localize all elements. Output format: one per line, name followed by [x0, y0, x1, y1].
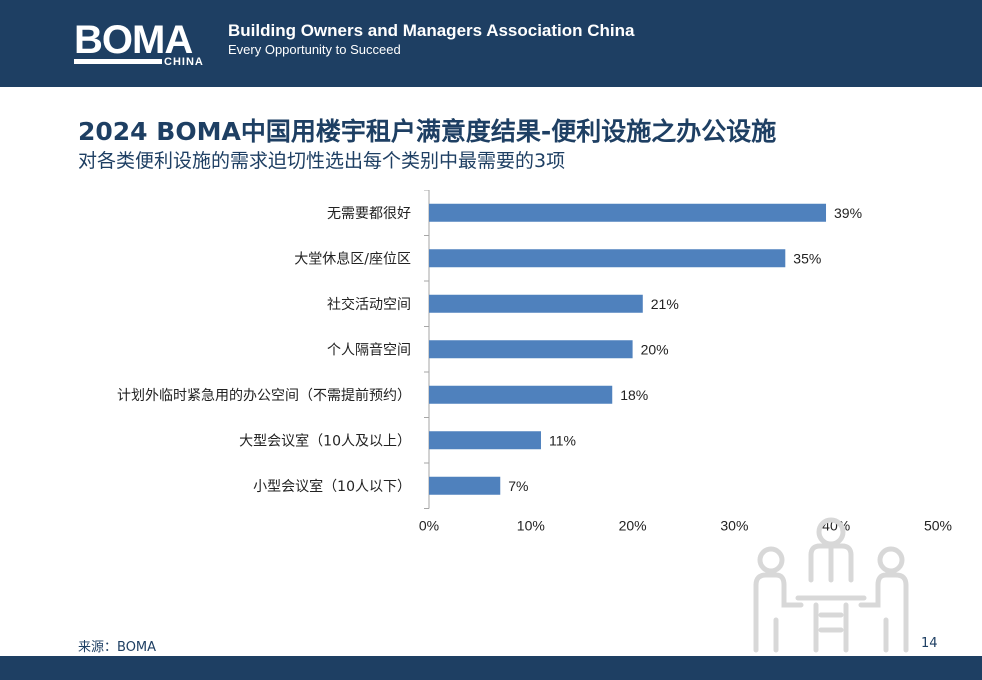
bar — [429, 340, 633, 359]
organization-slogan: Every Opportunity to Succeed — [228, 42, 401, 57]
data-label: 20% — [641, 341, 669, 357]
organization-name: Building Owners and Managers Association… — [228, 21, 635, 40]
data-label: 11% — [549, 432, 576, 448]
category-label: 无需要都很好 — [327, 206, 411, 222]
data-label: 35% — [793, 250, 821, 266]
category-label: 小型会议室（10人以下） — [253, 478, 411, 495]
source-note: 来源：BOMA — [78, 640, 157, 655]
logo-underline — [74, 59, 162, 64]
bar — [429, 385, 613, 404]
category-label: 计划外临时紧急用的办公空间（不需提前预约） — [117, 387, 411, 404]
logo-wordmark: BOMA — [74, 18, 193, 62]
slide-subtitle: 对各类便利设施的需求迫切性选出每个类别中最需要的3项 — [78, 150, 566, 172]
boma-logo: BOMA CHINA — [74, 18, 214, 72]
category-label: 大型会议室（10人及以上） — [239, 432, 411, 449]
data-label: 18% — [620, 387, 648, 403]
bar-chart: 无需要都很好 39% 大堂休息区/座位区 35% 社交活动空间 21% 个人隔音空间 20% 计… — [117, 190, 952, 534]
people-meeting-watermark-icon — [753, 517, 909, 653]
data-label: 21% — [651, 296, 679, 312]
bar — [429, 431, 541, 450]
bar — [429, 294, 643, 313]
category-label: 社交活动空间 — [327, 296, 411, 313]
x-tick-label: 10% — [517, 518, 545, 534]
data-label: 39% — [834, 205, 862, 221]
x-tick-label: 30% — [720, 518, 748, 534]
page-number: 14 — [921, 636, 938, 651]
category-label: 大堂休息区/座位区 — [294, 250, 411, 267]
header-banner: BOMA CHINA Building Owners and Managers … — [0, 0, 982, 87]
x-tick-label: 50% — [924, 518, 952, 534]
bar — [429, 476, 501, 495]
slide-title: 2024 BOMA中国用楼宇租户满意度结果-便利设施之办公设施 — [78, 117, 777, 146]
x-tick-label: 20% — [619, 518, 647, 534]
data-label: 7% — [508, 478, 528, 494]
bar — [429, 203, 827, 222]
bar — [429, 249, 786, 268]
x-tick-label: 0% — [419, 518, 439, 534]
category-label: 个人隔音空间 — [327, 341, 411, 358]
footer-bar — [0, 656, 982, 680]
logo-subtext: CHINA — [164, 56, 204, 68]
